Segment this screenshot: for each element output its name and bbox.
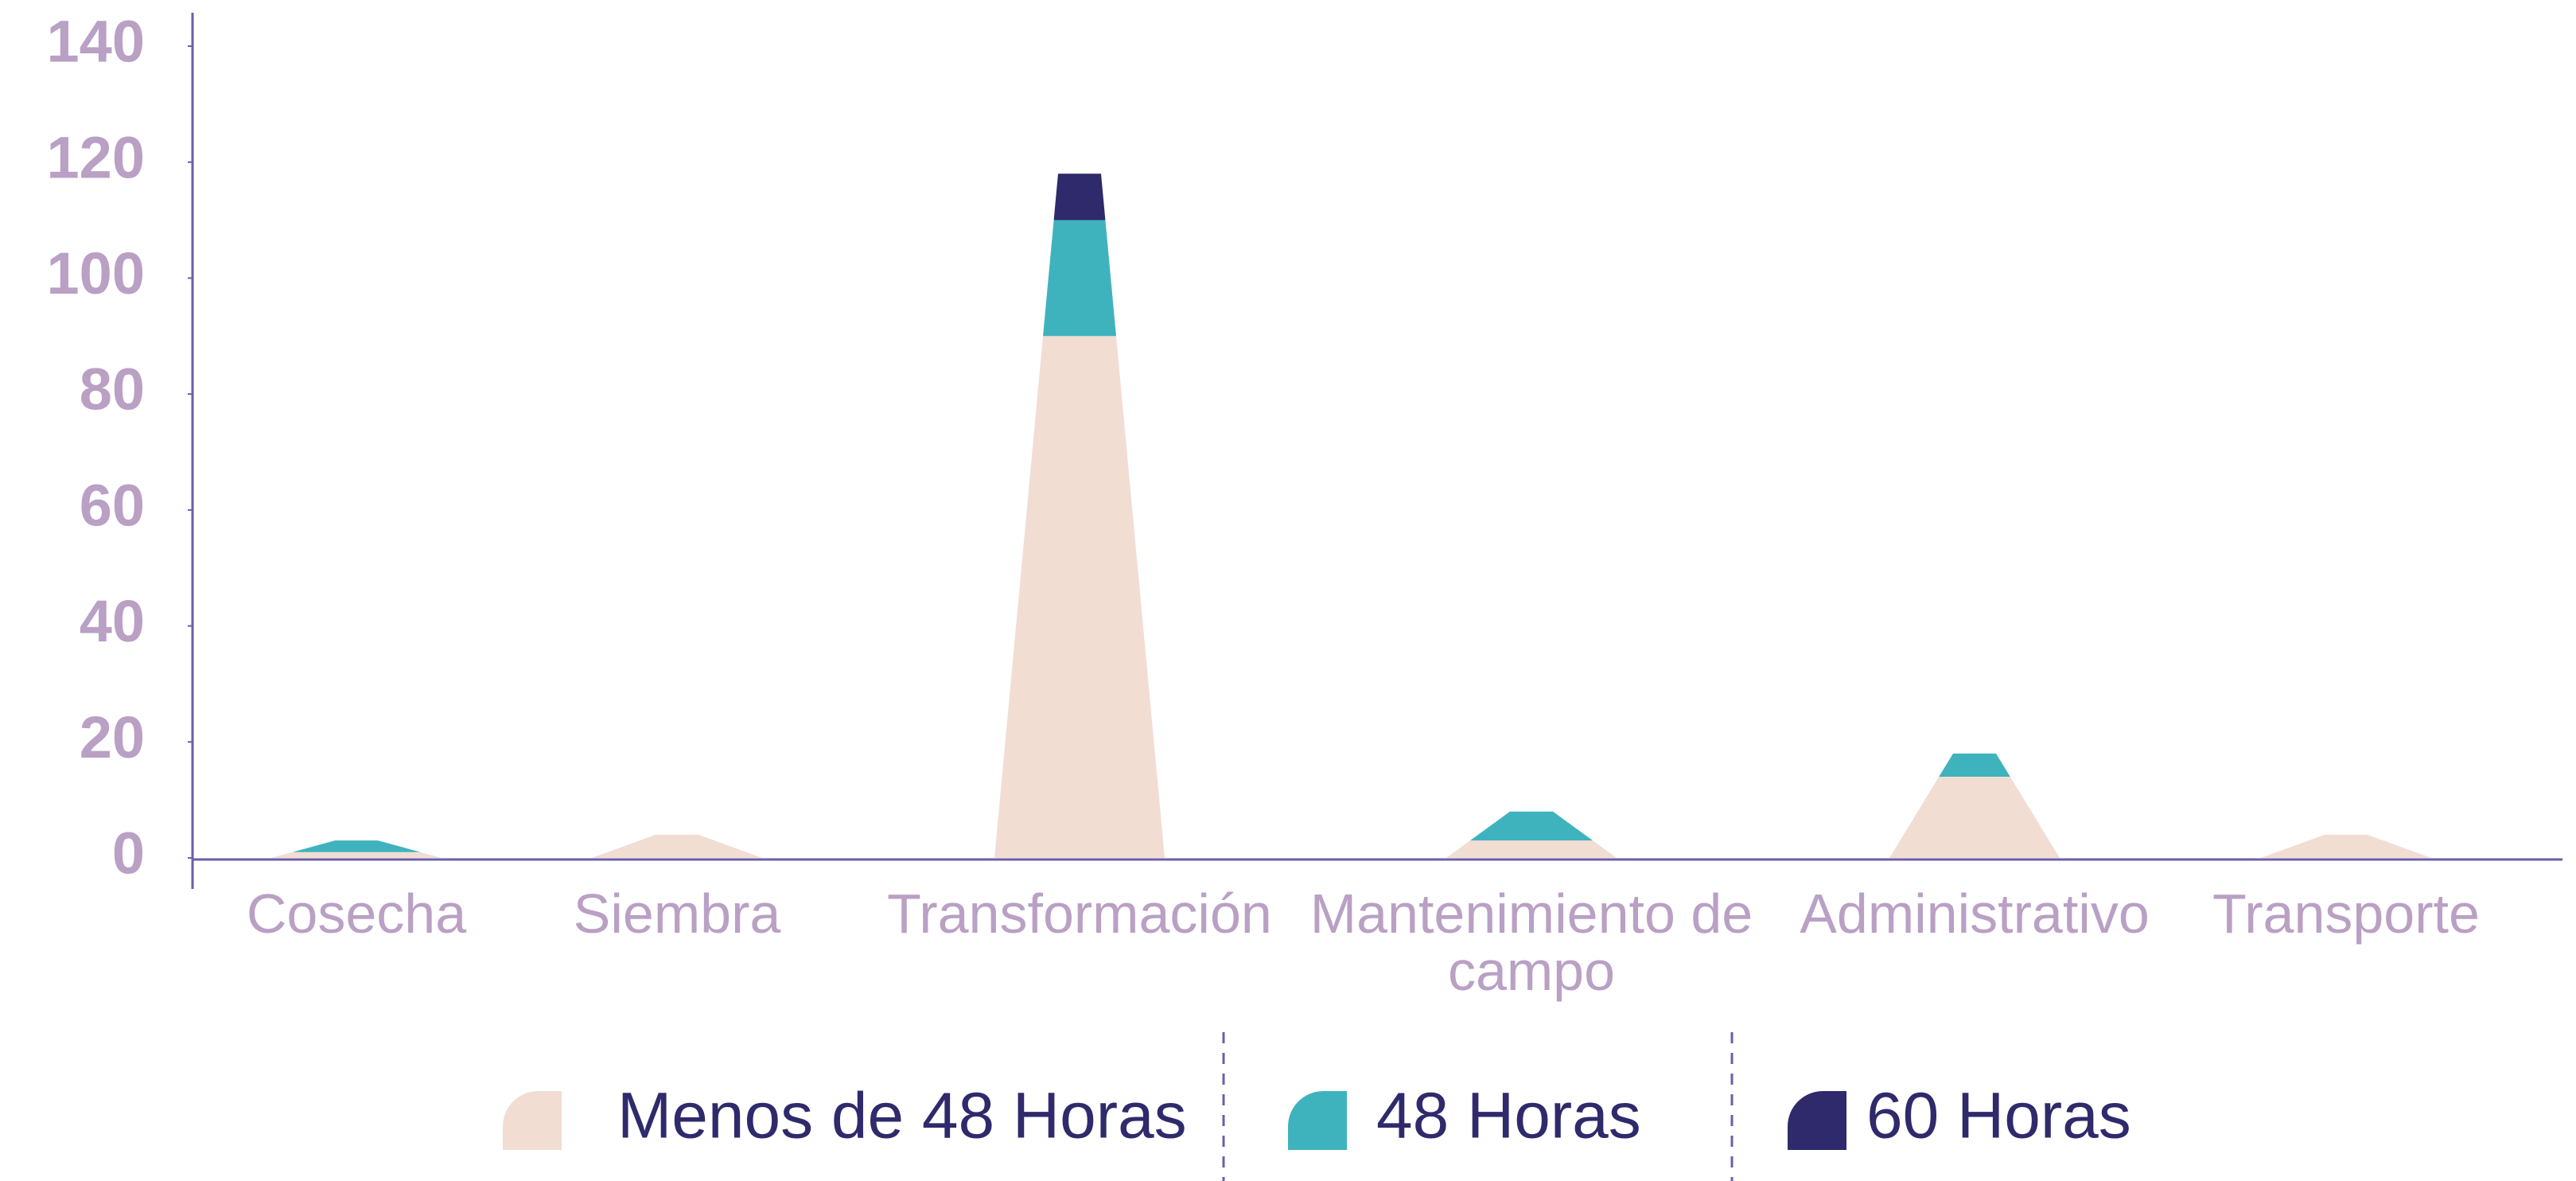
legend-swatch bbox=[503, 1091, 562, 1150]
bar-segment bbox=[592, 834, 762, 858]
x-tick-label: Siembra bbox=[573, 883, 781, 945]
bar-segment bbox=[292, 840, 421, 852]
bar-segment bbox=[271, 852, 442, 858]
bar-segment bbox=[1939, 753, 2010, 777]
legend-swatch bbox=[1288, 1091, 1347, 1150]
bar-segment bbox=[1889, 777, 2060, 858]
bar-segment bbox=[1446, 840, 1617, 858]
x-tick-label: Mantenimiento de campo bbox=[1309, 883, 1753, 1002]
y-tick-label: 20 bbox=[80, 704, 145, 770]
y-tick-label: 0 bbox=[112, 820, 145, 887]
y-tick-label: 140 bbox=[47, 9, 145, 75]
y-tick-label: 100 bbox=[47, 240, 145, 306]
legend-label: 60 Horas bbox=[1866, 1080, 2131, 1152]
y-tick-label: 120 bbox=[47, 124, 145, 190]
x-tick-label: Administrativo bbox=[1800, 883, 2150, 945]
bar-segment bbox=[1043, 220, 1116, 337]
y-tick-label: 60 bbox=[80, 472, 145, 538]
x-tick-label: Transporte bbox=[2212, 883, 2480, 945]
legend-label: Menos de 48 Horas bbox=[617, 1080, 1187, 1152]
legend-swatch bbox=[1788, 1091, 1846, 1150]
bar-segment bbox=[2261, 834, 2431, 858]
y-tick-label: 40 bbox=[80, 588, 145, 654]
legend-label: 48 Horas bbox=[1376, 1080, 1641, 1152]
y-tick-label: 80 bbox=[80, 357, 145, 423]
bar-segment bbox=[1053, 173, 1106, 220]
x-tick-label: Cosecha bbox=[246, 883, 467, 945]
bar-segment bbox=[994, 336, 1165, 858]
x-tick-label: Transformación bbox=[887, 883, 1272, 945]
bar-segment bbox=[1470, 811, 1593, 841]
